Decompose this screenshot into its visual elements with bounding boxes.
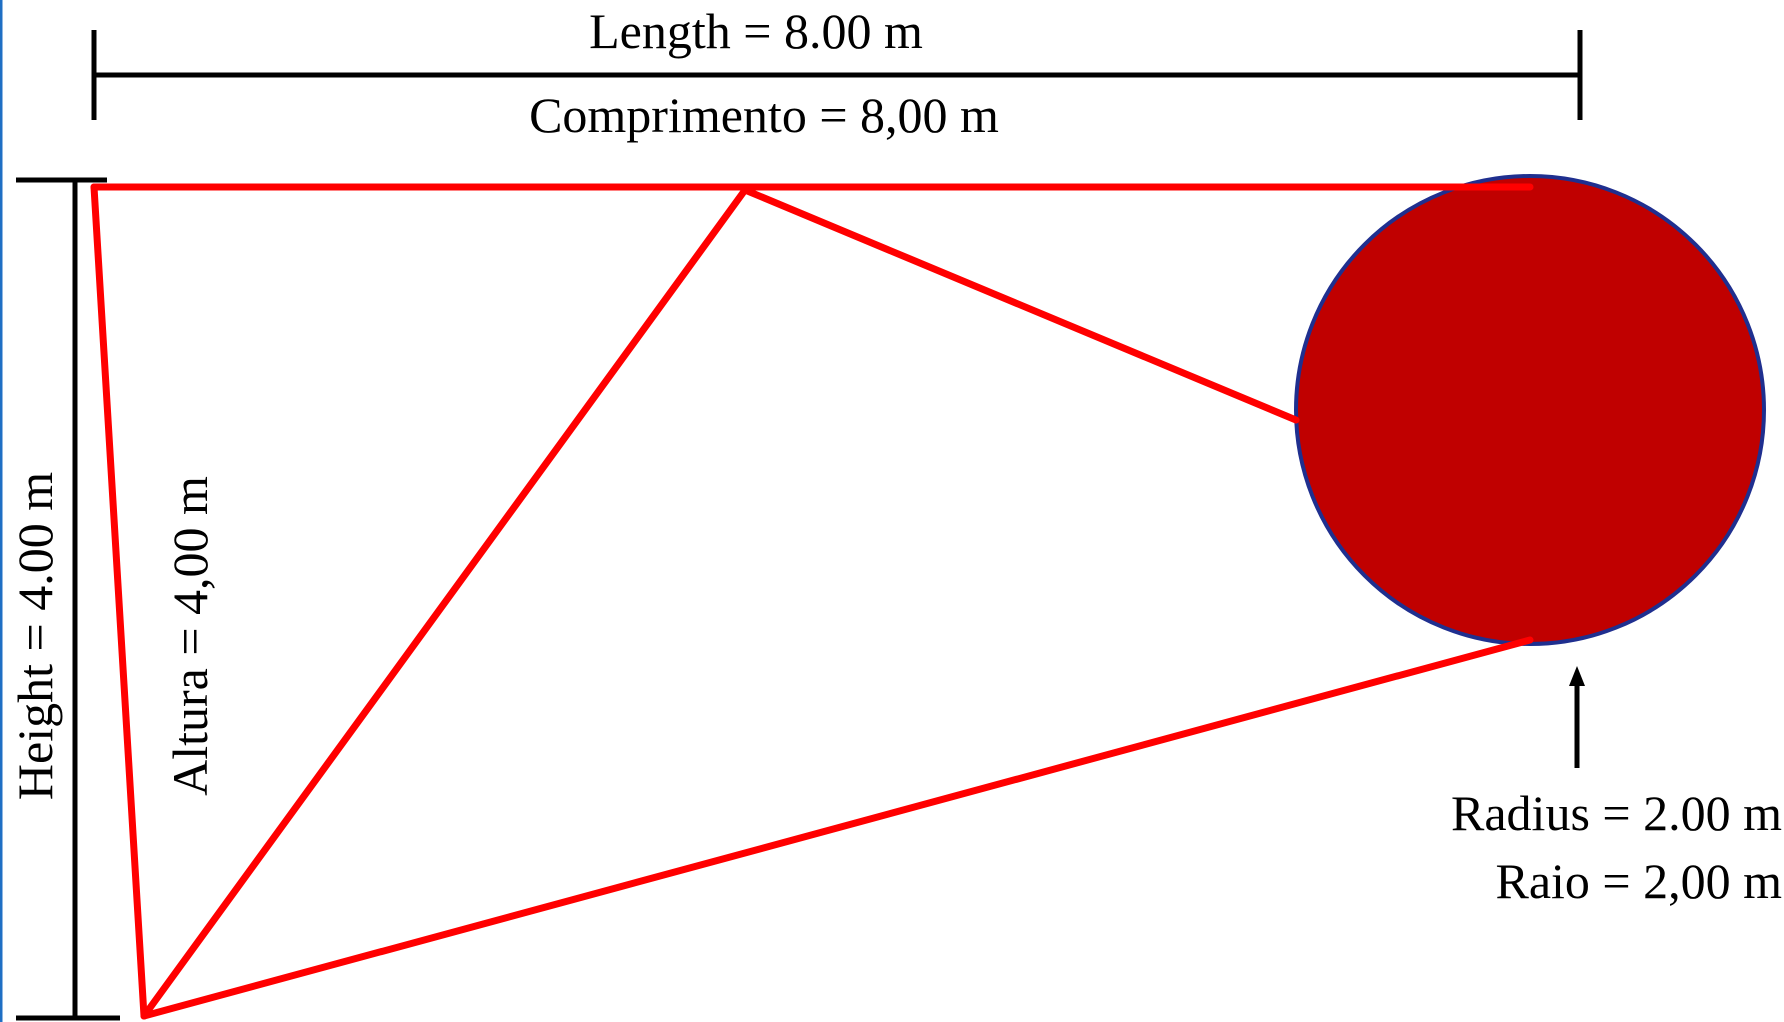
radius-label-pt: Raio = 2,00 m: [1495, 853, 1782, 909]
length-label-en: Length = 8.00 m: [589, 3, 923, 59]
length-label-pt: Comprimento = 8,00 m: [529, 87, 999, 143]
red-outline-shape: [90, 183, 1534, 1020]
radius-label-en: Radius = 2.00 m: [1451, 785, 1782, 841]
left-edge: [90, 183, 148, 1020]
bottom-edge: [140, 636, 1534, 1020]
diagonal-to-apex: [140, 186, 749, 1020]
apex-to-disc: [741, 186, 1300, 424]
radius-arrow: [1569, 666, 1585, 768]
height-label-pt: Altura = 4,00 m: [162, 476, 218, 796]
radius-arrowhead-icon: [1569, 666, 1585, 686]
red-disc: [1294, 174, 1766, 646]
length-dimension: [91, 30, 1583, 120]
height-dimension: [16, 177, 120, 1021]
height-label-en: Height = 4.00 m: [7, 472, 63, 800]
